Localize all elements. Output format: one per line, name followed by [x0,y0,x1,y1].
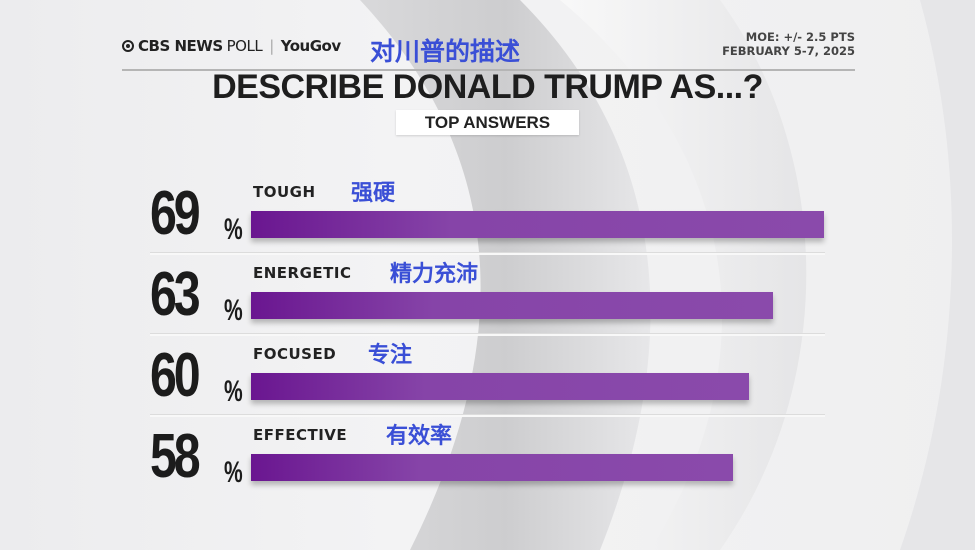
bar-label-chinese: 精力充沛 [390,262,479,287]
bar-row-energetic: 63 % ENERGETIC 精力充沛 [150,256,830,336]
row-divider [150,414,825,417]
top-answers-badge: TOP ANSWERS [396,110,579,135]
bar [251,373,749,400]
percent-sign: % [224,375,243,408]
bar-label: EFFECTIVE [253,426,348,444]
poll-dates: FEBRUARY 5-7, 2025 [722,44,855,58]
bar-label-chinese: 专注 [368,343,413,368]
bar-label: ENERGETIC [253,264,352,282]
row-divider [150,333,825,336]
cbs-eye-icon [122,40,134,52]
percent-value: 69 [150,179,201,248]
brand-divider: | [269,37,274,55]
bar-row-effective: 58 % EFFECTIVE 有效率 [150,418,830,498]
bar-row-focused: 60 % FOCUSED 专注 [150,337,830,417]
brand-poll: POLL [226,37,263,55]
bar-label: TOUGH [253,183,316,201]
bar [251,211,824,238]
bar-label-chinese: 强硬 [351,181,396,206]
margin-of-error: MOE: +/- 2.5 PTS [745,30,855,44]
header-divider [122,69,855,71]
percent-sign: % [224,294,243,327]
percent-sign: % [224,213,243,246]
bar [251,292,773,319]
percent-sign: % [224,456,243,489]
bar-label: FOCUSED [253,345,337,363]
percent-value: 58 [150,422,201,491]
bar-label-chinese: 有效率 [386,424,453,449]
chinese-title-annotation: 对川普的描述 [370,37,521,66]
brand-cbs: CBS NEWS [138,37,223,55]
chart-title: DESCRIBE DONALD TRUMP AS...? [212,68,763,106]
poll-meta: MOE: +/- 2.5 PTS FEBRUARY 5-7, 2025 [722,30,855,58]
percent-value: 60 [150,341,201,410]
row-divider [150,252,825,255]
bar [251,454,733,481]
brand-partner: YouGov [280,37,341,55]
percent-value: 63 [150,260,201,329]
brand-logo: CBS NEWS POLL | YouGov [122,37,341,55]
bar-row-tough: 69 % TOUGH 强硬 [150,175,830,255]
